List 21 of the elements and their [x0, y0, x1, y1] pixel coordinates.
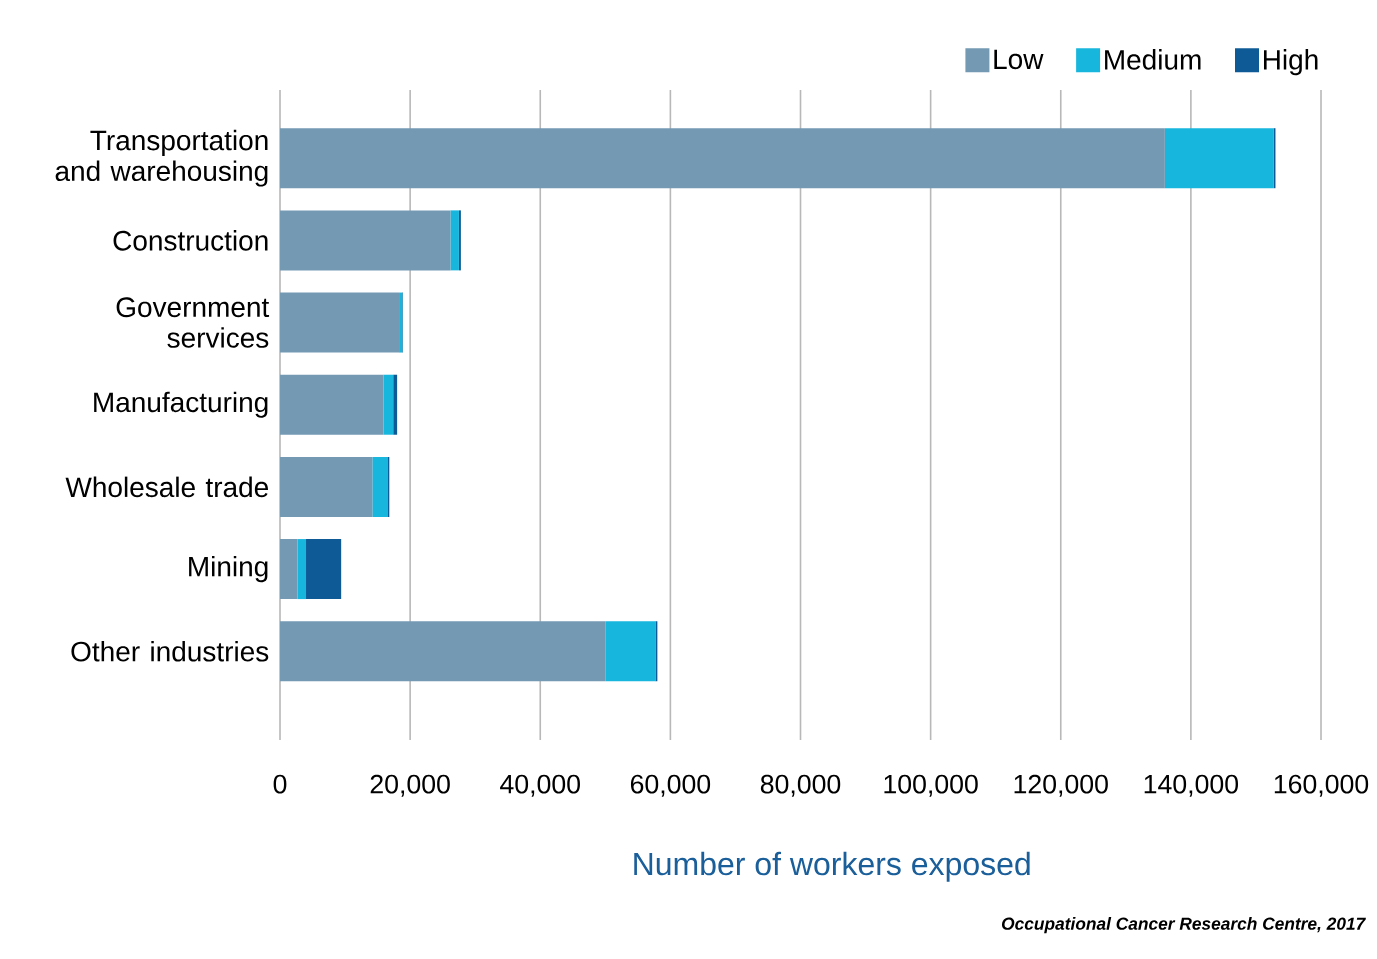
y-tick-label: Government services	[116, 297, 270, 348]
y-tick-label: Manufacturing	[94, 391, 268, 418]
x-tick-label: 120,000	[1014, 774, 1108, 797]
x-tick-label: 100,000	[884, 774, 978, 797]
x-tick-label: 80,000	[760, 774, 841, 797]
y-tick-label: Other industries	[71, 640, 269, 662]
legend-label: Low	[994, 49, 1044, 70]
x-tick-label: 60,000	[630, 774, 711, 797]
legend-label: High	[1263, 49, 1318, 76]
y-tick-label: Transportation and warehousing	[55, 129, 268, 187]
y-tick-label: Construction	[113, 230, 268, 251]
x-tick-label: 0	[273, 774, 287, 794]
y-tick-label: Wholesale trade	[65, 476, 269, 498]
x-tick-label: 160,000	[1274, 774, 1369, 797]
x-tick-label: 140,000	[1144, 774, 1239, 797]
text: Occupational Cancer Research Centre, 2017	[1001, 917, 1366, 934]
x-axis-title: Number of workers exposed	[634, 851, 1030, 882]
legend-label: Medium	[1105, 49, 1201, 70]
x-tick-label: 40,000	[500, 774, 580, 797]
x-tick-label: 20,000	[370, 774, 450, 797]
y-tick-label: Mining	[189, 556, 268, 583]
